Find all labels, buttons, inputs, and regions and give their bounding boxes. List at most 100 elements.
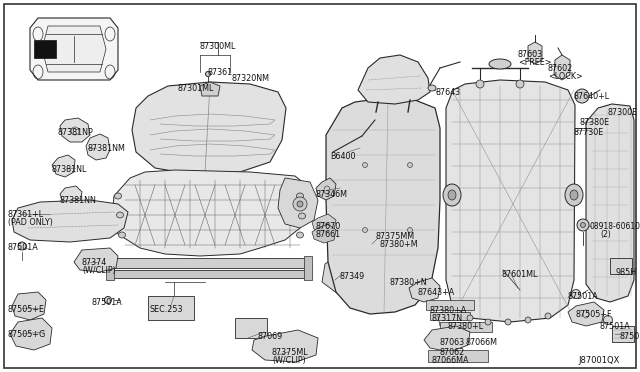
Bar xyxy=(148,296,194,320)
Polygon shape xyxy=(409,278,440,302)
Text: 87374: 87374 xyxy=(82,258,108,267)
Ellipse shape xyxy=(572,289,580,298)
Ellipse shape xyxy=(565,184,583,206)
Text: 87380+N: 87380+N xyxy=(390,278,428,287)
Polygon shape xyxy=(568,302,604,326)
Polygon shape xyxy=(528,42,542,64)
Text: 87380+A: 87380+A xyxy=(430,306,467,315)
Text: 87381NN: 87381NN xyxy=(60,196,97,205)
Text: 87349: 87349 xyxy=(340,272,365,281)
Ellipse shape xyxy=(525,317,531,323)
Ellipse shape xyxy=(467,315,473,321)
Bar xyxy=(610,258,632,274)
Ellipse shape xyxy=(485,319,491,325)
Ellipse shape xyxy=(362,163,367,167)
Text: 87501A: 87501A xyxy=(600,322,631,331)
Bar xyxy=(110,270,310,278)
Text: (W/CLIP): (W/CLIP) xyxy=(82,266,116,275)
Bar xyxy=(428,350,488,362)
Ellipse shape xyxy=(293,197,307,211)
Text: 87501A: 87501A xyxy=(8,243,39,252)
Text: 87670: 87670 xyxy=(316,222,341,231)
Ellipse shape xyxy=(296,232,303,238)
Text: 87501A: 87501A xyxy=(568,292,599,301)
Polygon shape xyxy=(86,134,110,160)
Bar xyxy=(430,312,470,320)
Text: 87380+L: 87380+L xyxy=(448,322,484,331)
Ellipse shape xyxy=(489,59,511,69)
Text: 87643+A: 87643+A xyxy=(418,288,455,297)
Ellipse shape xyxy=(118,232,125,238)
Bar xyxy=(110,258,310,268)
Ellipse shape xyxy=(296,193,303,199)
Polygon shape xyxy=(278,178,318,228)
Text: 87317N: 87317N xyxy=(432,314,463,323)
Text: 87501A: 87501A xyxy=(92,298,123,307)
Polygon shape xyxy=(42,26,106,72)
Bar xyxy=(304,256,312,280)
Ellipse shape xyxy=(575,89,589,103)
Text: 87361: 87361 xyxy=(208,68,233,77)
Text: <FREE>: <FREE> xyxy=(518,58,552,67)
Text: J87001QX: J87001QX xyxy=(578,356,620,365)
Polygon shape xyxy=(12,200,128,242)
Text: 87375MM: 87375MM xyxy=(376,232,415,241)
Ellipse shape xyxy=(297,201,303,207)
Polygon shape xyxy=(316,178,336,200)
Text: 87661: 87661 xyxy=(316,230,341,239)
Text: 87601ML: 87601ML xyxy=(502,270,538,279)
Text: 87375ML: 87375ML xyxy=(272,348,308,357)
Ellipse shape xyxy=(604,315,612,324)
Text: SEC.253: SEC.253 xyxy=(150,305,184,314)
Bar xyxy=(426,300,474,310)
Polygon shape xyxy=(554,55,570,80)
Polygon shape xyxy=(12,292,46,320)
Polygon shape xyxy=(312,214,336,233)
Text: (PAD ONLY): (PAD ONLY) xyxy=(8,218,53,227)
Bar xyxy=(106,256,114,280)
Ellipse shape xyxy=(443,184,461,206)
Text: 87320NM: 87320NM xyxy=(232,74,270,83)
Text: 985H: 985H xyxy=(615,268,636,277)
Ellipse shape xyxy=(448,190,456,200)
Text: 87640+L: 87640+L xyxy=(574,92,610,101)
Polygon shape xyxy=(60,118,90,142)
Ellipse shape xyxy=(205,71,211,77)
Bar xyxy=(612,326,634,342)
Text: 87066M: 87066M xyxy=(466,338,498,347)
Text: 87066MA: 87066MA xyxy=(432,356,470,365)
Text: 87361+L: 87361+L xyxy=(8,210,44,219)
Text: 87062: 87062 xyxy=(440,348,465,357)
Text: 87300ML: 87300ML xyxy=(200,42,236,51)
Text: (2): (2) xyxy=(600,230,611,239)
Ellipse shape xyxy=(18,242,26,250)
Ellipse shape xyxy=(505,319,511,325)
Ellipse shape xyxy=(298,213,305,219)
Polygon shape xyxy=(322,252,398,294)
Text: 87069: 87069 xyxy=(258,332,284,341)
Ellipse shape xyxy=(580,222,586,228)
Text: 87505+F: 87505+F xyxy=(576,310,612,319)
Polygon shape xyxy=(424,326,470,352)
Text: 87381NP: 87381NP xyxy=(58,128,93,137)
Polygon shape xyxy=(10,318,52,350)
Polygon shape xyxy=(358,55,430,104)
Ellipse shape xyxy=(116,212,124,218)
Ellipse shape xyxy=(476,80,484,88)
Ellipse shape xyxy=(362,228,367,232)
Text: 87301ML: 87301ML xyxy=(178,84,214,93)
Polygon shape xyxy=(326,98,440,314)
Text: 87346M: 87346M xyxy=(316,190,348,199)
Text: 87643: 87643 xyxy=(436,88,461,97)
Ellipse shape xyxy=(516,80,524,88)
Text: 87300E: 87300E xyxy=(608,108,638,117)
Polygon shape xyxy=(446,80,575,322)
Text: 87730E: 87730E xyxy=(574,128,604,137)
Polygon shape xyxy=(382,264,414,288)
Text: 87602: 87602 xyxy=(548,64,573,73)
Polygon shape xyxy=(112,170,310,256)
Ellipse shape xyxy=(408,228,413,232)
Text: 87381NM: 87381NM xyxy=(88,144,126,153)
Text: 87380+M: 87380+M xyxy=(380,240,419,249)
Text: 87381NL: 87381NL xyxy=(52,165,88,174)
